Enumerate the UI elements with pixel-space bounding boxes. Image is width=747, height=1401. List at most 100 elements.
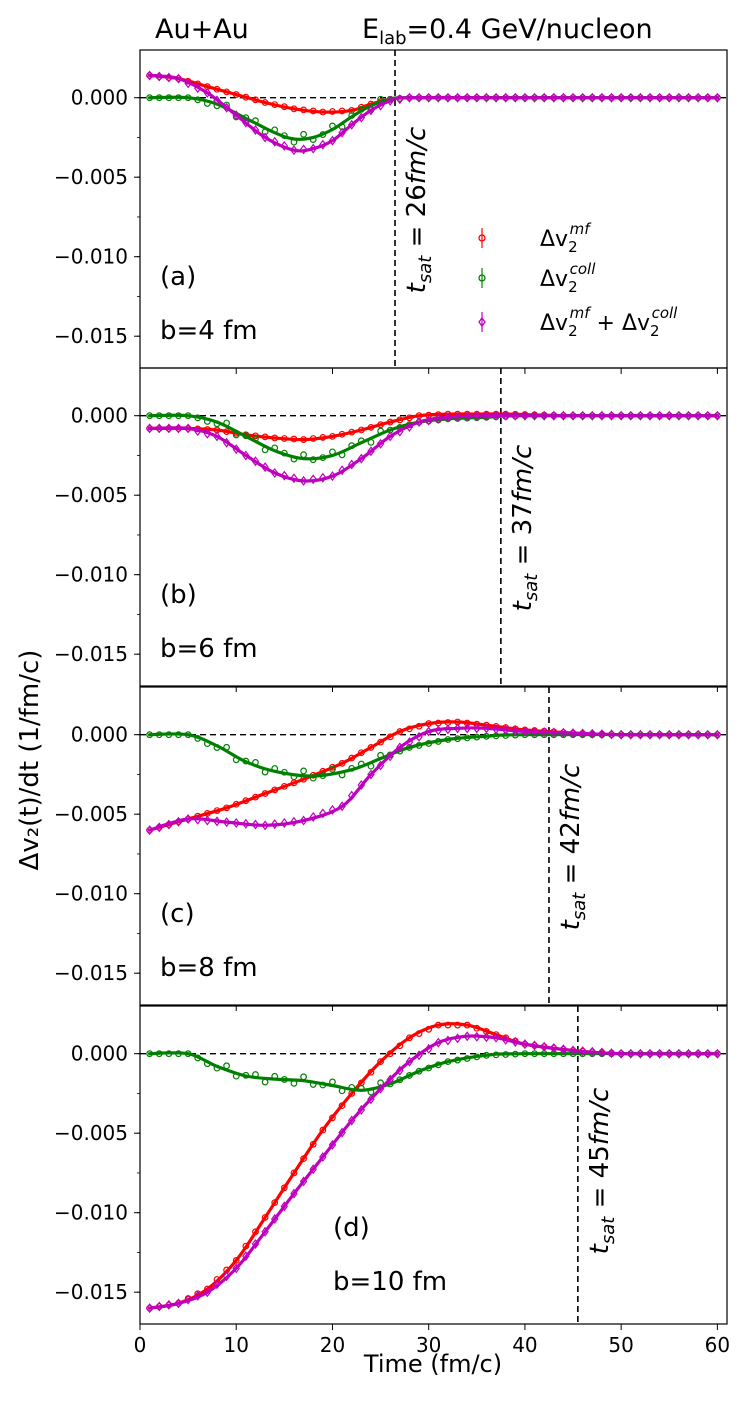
saturation-label: tsat = 37fm/c [508,445,542,612]
marker-sum [299,815,308,826]
marker-sum [453,723,462,734]
marker-sum [367,1094,375,1105]
marker-sum [347,459,356,470]
marker-sum [309,143,317,154]
marker-coll [348,1083,356,1091]
marker-sum [684,92,693,103]
marker-sum [607,1048,616,1059]
marker-sum [540,92,548,103]
marker-sum [165,1299,173,1310]
series-line-coll [148,732,719,778]
marker-coll [155,1050,163,1058]
saturation-label: tsat = 45fm/c [585,1088,619,1255]
panel-c: 0.000 −0.005 −0.010 −0.015 tsat = 42fm/c (c) b… [54,686,728,1011]
marker-coll [194,414,202,422]
y-tick-label: −0.015 [54,642,128,666]
marker-mf [367,423,375,431]
marker-sum [588,1046,597,1057]
marker-sum [424,1043,433,1054]
marker-sum [145,1303,154,1314]
marker-sum [184,1294,192,1305]
marker-sum [386,431,394,442]
x-tick-label: 30 [416,1333,441,1357]
marker-sum [193,814,202,825]
marker-sum [540,727,548,738]
marker-sum [694,729,702,740]
marker-sum [617,729,625,740]
marker-sum [694,410,702,421]
marker-mf [271,434,279,442]
energy-value: =0.4 GeV/nucleon [407,14,653,45]
marker-sum [646,729,654,740]
marker-sum [251,125,260,136]
marker-sum [453,411,462,422]
marker-sum [501,410,510,421]
marker-coll [319,454,327,462]
legend-plus: + Δv [590,311,651,336]
marker-sum [174,73,183,84]
marker-mf [300,106,307,114]
marker-sum [550,727,558,738]
marker-mf [300,1155,307,1163]
marker-sum [222,1271,231,1282]
panel-a: 0.000 −0.005 −0.010 −0.015 tsat = 26fm/c (a) b… [54,49,728,374]
marker-sum [530,92,539,103]
marker-sum [521,726,529,737]
marker-coll [175,1050,182,1058]
marker-sum [299,1176,308,1187]
marker-coll [531,1050,538,1058]
marker-sum [280,1201,289,1212]
marker-coll [242,432,250,440]
marker-sum [270,467,279,478]
marker-coll [271,1072,279,1080]
marker-sum [367,769,375,780]
marker-sum [145,423,154,434]
marker-sum [482,723,491,734]
marker-mf [300,436,307,443]
marker-coll [463,734,471,742]
marker-coll [415,742,423,749]
marker-sum [473,411,481,422]
panel-d: 0.000 −0.005 −0.010 −0.015 tsat = 45fm/c (d) b… [54,1005,728,1330]
marker-coll [396,1076,404,1084]
marker-sum [598,729,606,740]
marker-sum [290,145,298,156]
marker-sum [328,471,337,482]
marker-sum [405,737,414,748]
marker-sum [251,456,260,467]
marker-sum [184,78,192,89]
marker-sum [684,410,693,421]
series-line-mf [148,720,719,832]
marker-coll [252,117,259,125]
marker-sum [665,1048,674,1059]
marker-coll [309,136,317,143]
impact-parameter-label: b=6 fm [160,634,258,664]
marker-coll [194,1054,202,1062]
marker-coll [223,743,231,751]
marker-coll [502,732,510,739]
marker-sum [424,415,433,426]
marker-sum [521,1039,529,1050]
x-axis: 0 10 20 30 40 50 60 [134,1333,730,1357]
marker-sum [261,1226,269,1237]
marker-sum [270,819,279,830]
x-tick-label: 50 [608,1333,633,1357]
marker-sum [405,92,414,103]
saturation-unit: fm/c [556,764,586,822]
marker-sum [578,92,587,103]
marker-sum [213,816,221,827]
marker-coll [319,131,327,138]
marker-mf [280,782,288,790]
marker-coll [406,1072,413,1079]
marker-mf [415,1030,423,1037]
impact-parameter-label: b=4 fm [160,316,258,346]
marker-sum [155,423,163,434]
marker-sum [444,724,452,735]
y-tick-label: −0.010 [54,1201,128,1225]
marker-sum [550,1042,558,1053]
marker-sum [338,801,346,812]
marker-coll [444,736,452,743]
marker-coll [290,773,298,781]
marker-mf [463,719,471,727]
marker-coll [348,764,356,772]
